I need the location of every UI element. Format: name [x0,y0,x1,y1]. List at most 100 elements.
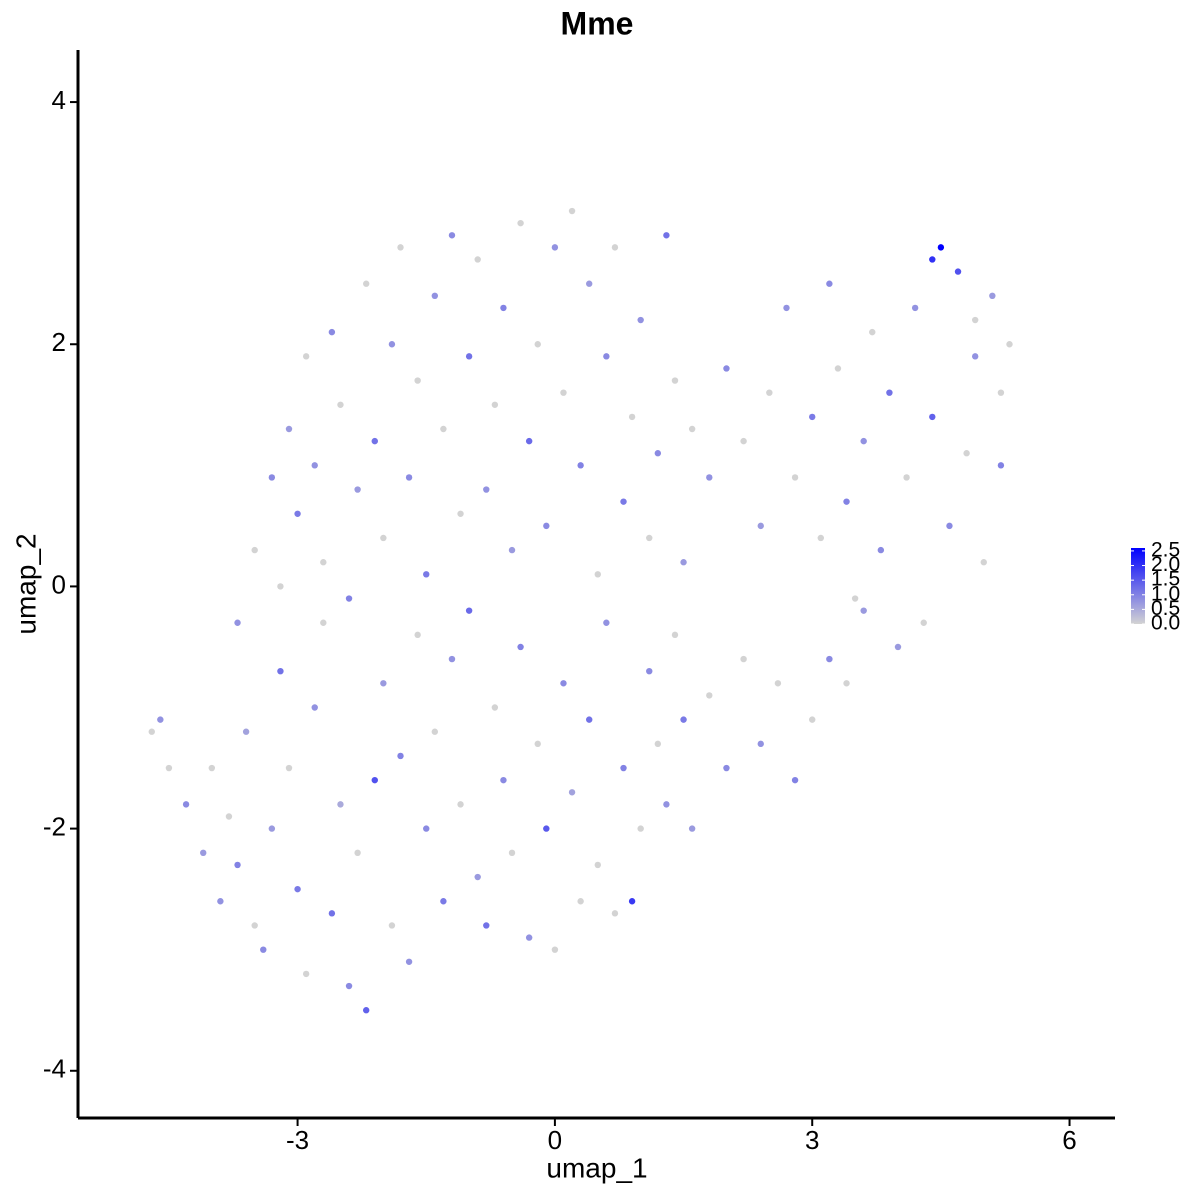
point [285,425,293,433]
point [525,437,533,445]
colorbar-label: 1.5 [1151,568,1180,591]
point [620,764,627,772]
colorbar [1131,548,1145,624]
point [663,232,670,239]
point [182,801,190,808]
point [980,559,987,566]
x-axis-title: umap_1 [546,1152,647,1183]
point [414,631,421,639]
point [302,970,310,978]
point [937,244,945,251]
point [671,377,679,384]
point [791,474,799,481]
point [963,450,970,457]
point [251,922,258,929]
point [337,401,344,408]
point [448,655,456,663]
point [517,643,524,651]
point [971,353,979,360]
colorbar-label: 2.0 [1151,553,1180,576]
point [474,256,481,263]
point [680,716,687,723]
point [586,716,593,723]
point [328,910,336,917]
point [637,316,644,324]
point [611,244,619,251]
point [628,413,636,421]
point [431,292,439,300]
point [217,898,224,905]
point [757,522,764,530]
point [706,692,713,699]
point [320,619,327,626]
point [688,825,696,832]
point [637,825,644,832]
point [294,510,301,517]
point [560,680,567,687]
point [783,304,790,312]
point [251,546,258,554]
point [277,583,284,590]
point [611,910,619,917]
point [508,546,516,554]
point [929,413,936,421]
point [766,389,773,396]
point [328,328,336,336]
y-tick-label: -4 [43,1054,66,1084]
colorbar-label: 0.5 [1151,597,1180,620]
point [362,280,370,287]
point [397,752,404,760]
point [517,219,524,227]
point [903,474,910,481]
point [525,934,533,941]
point [954,268,962,275]
point [414,377,421,384]
point [834,365,842,372]
point [268,825,276,832]
point [337,801,344,808]
point [886,389,893,396]
point [388,922,396,929]
point [431,728,439,735]
chart-title: Mme [561,5,634,41]
point [577,462,584,469]
point [380,534,387,542]
point [620,498,627,505]
point [491,704,499,711]
point [603,353,610,360]
point [817,534,824,542]
point [826,280,833,287]
point [551,244,559,251]
point [920,619,927,626]
point [568,789,576,796]
point [200,849,207,857]
point [843,498,850,505]
point [594,861,601,869]
y-tick-label: 4 [52,85,66,115]
point [294,885,301,893]
point [929,256,936,263]
point [242,728,250,735]
point [989,292,996,300]
point [371,776,378,784]
point [826,655,833,663]
y-axis-title: umap_2 [10,533,41,634]
point [894,643,902,651]
point [877,546,885,554]
point [165,764,173,772]
point [586,280,593,287]
point [646,534,653,542]
x-tick-label: 3 [805,1125,819,1155]
point [740,437,747,445]
point [860,607,867,614]
point [534,341,541,348]
point [234,619,241,626]
point [997,389,1005,396]
point [440,425,447,433]
x-tick-label: 0 [548,1125,562,1155]
point [225,813,233,820]
point [448,232,456,239]
point [809,413,816,421]
